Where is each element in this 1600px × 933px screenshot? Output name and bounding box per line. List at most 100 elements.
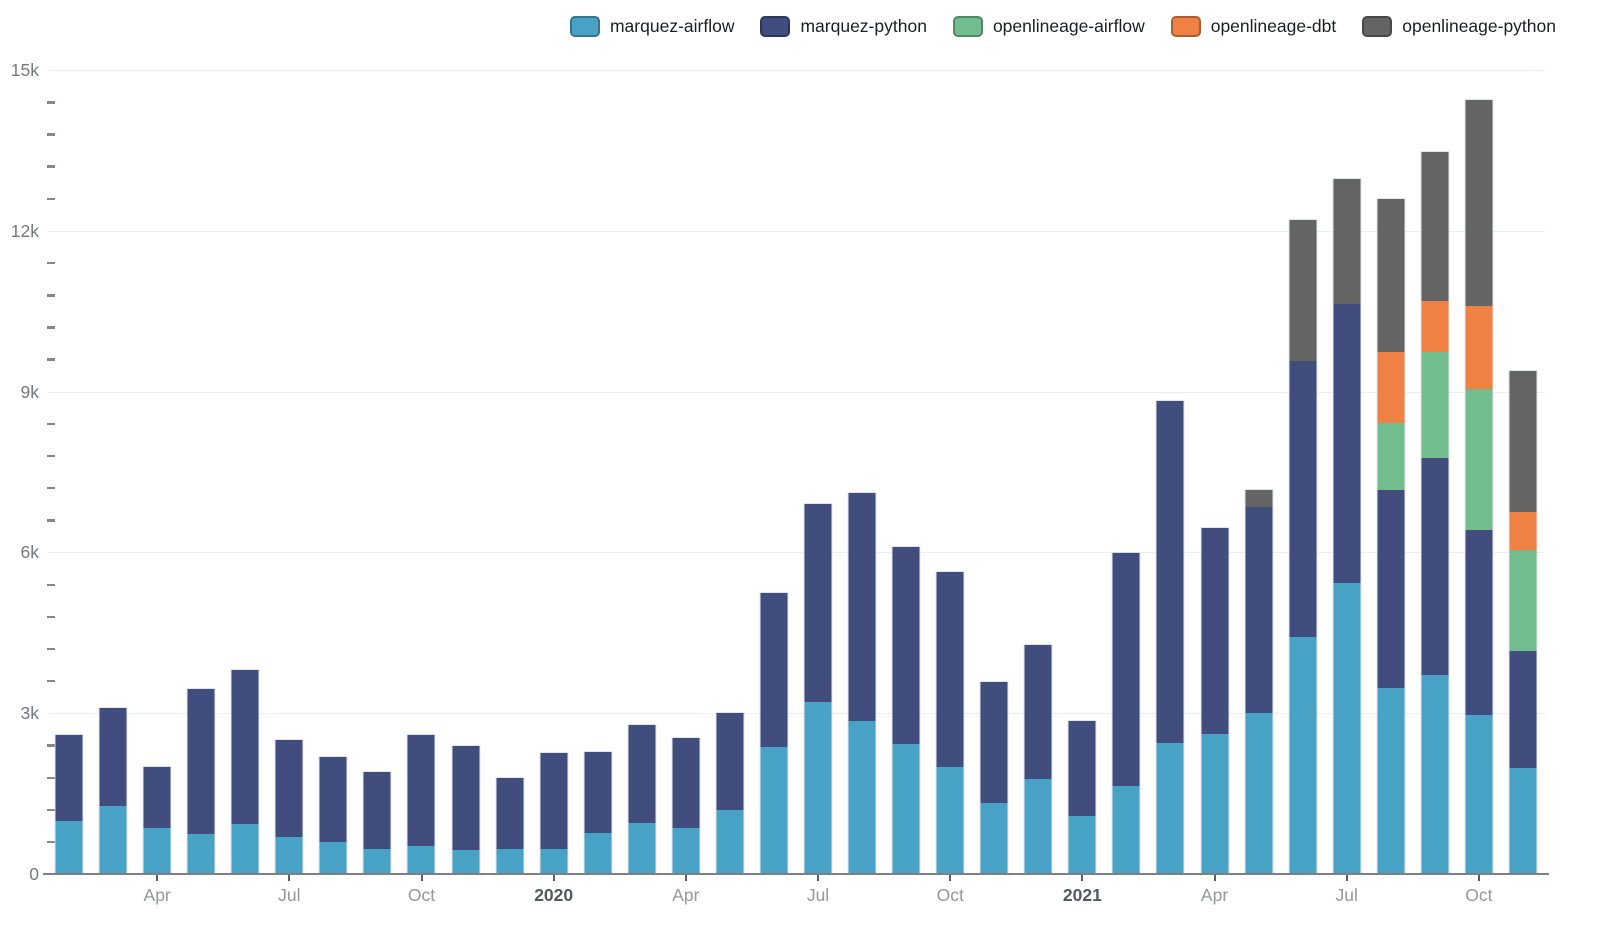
segment-openlineage-dbt[interactable]: [1377, 352, 1405, 424]
bar-dec-2020[interactable]: [1024, 645, 1052, 874]
bar-may-2020[interactable]: [716, 713, 744, 874]
segment-marquez-python[interactable]: [231, 670, 259, 825]
segment-marquez-python[interactable]: [980, 681, 1008, 803]
segment-marquez-airflow[interactable]: [407, 846, 435, 874]
segment-marquez-python[interactable]: [55, 735, 83, 821]
segment-marquez-python[interactable]: [1377, 490, 1405, 689]
segment-openlineage-python[interactable]: [1245, 489, 1273, 508]
bar-apr-2019[interactable]: [143, 767, 171, 874]
segment-openlineage-dbt[interactable]: [1465, 305, 1493, 390]
bar-aug-2019[interactable]: [319, 757, 347, 874]
segment-marquez-python[interactable]: [1112, 552, 1140, 787]
segment-marquez-python[interactable]: [936, 571, 964, 767]
segment-marquez-airflow[interactable]: [1509, 768, 1537, 874]
bar-mar-2019[interactable]: [99, 707, 127, 874]
segment-openlineage-dbt[interactable]: [1421, 301, 1449, 352]
segment-marquez-airflow[interactable]: [1068, 815, 1096, 874]
segment-marquez-airflow[interactable]: [496, 848, 524, 874]
segment-marquez-python[interactable]: [760, 592, 788, 747]
segment-marquez-airflow[interactable]: [1333, 583, 1361, 874]
bar-jul-2020[interactable]: [804, 504, 832, 874]
bar-sep-2020[interactable]: [892, 547, 920, 874]
segment-marquez-airflow[interactable]: [187, 833, 215, 874]
legend-item-marquez-airflow[interactable]: marquez-airflow: [569, 15, 734, 37]
segment-marquez-python[interactable]: [1421, 457, 1449, 676]
segment-marquez-python[interactable]: [584, 751, 612, 833]
bar-jun-2021[interactable]: [1289, 220, 1317, 874]
bar-sep-2021[interactable]: [1421, 152, 1449, 874]
segment-openlineage-airflow[interactable]: [1377, 423, 1405, 491]
segment-openlineage-airflow[interactable]: [1509, 550, 1537, 652]
segment-openlineage-airflow[interactable]: [1421, 351, 1449, 458]
segment-openlineage-airflow[interactable]: [1465, 389, 1493, 530]
bar-jun-2020[interactable]: [760, 592, 788, 874]
segment-marquez-python[interactable]: [1156, 400, 1184, 744]
segment-openlineage-python[interactable]: [1333, 178, 1361, 305]
bar-jan-2021[interactable]: [1068, 720, 1096, 874]
bar-feb-2021[interactable]: [1112, 552, 1140, 874]
bar-feb-2020[interactable]: [584, 751, 612, 874]
segment-marquez-airflow[interactable]: [1024, 779, 1052, 874]
bar-mar-2020[interactable]: [628, 725, 656, 874]
segment-marquez-python[interactable]: [628, 725, 656, 824]
segment-marquez-airflow[interactable]: [99, 806, 127, 874]
segment-marquez-python[interactable]: [363, 772, 391, 850]
bar-aug-2020[interactable]: [848, 493, 876, 874]
segment-marquez-python[interactable]: [99, 707, 127, 807]
segment-marquez-airflow[interactable]: [1201, 734, 1229, 874]
segment-marquez-python[interactable]: [143, 767, 171, 828]
segment-marquez-airflow[interactable]: [628, 823, 656, 874]
bar-mar-2021[interactable]: [1156, 400, 1184, 874]
segment-marquez-airflow[interactable]: [980, 802, 1008, 874]
segment-marquez-airflow[interactable]: [1112, 786, 1140, 874]
segment-marquez-python[interactable]: [1068, 720, 1096, 816]
segment-marquez-airflow[interactable]: [804, 701, 832, 874]
segment-marquez-python[interactable]: [275, 740, 303, 837]
segment-marquez-python[interactable]: [187, 688, 215, 834]
bar-sep-2019[interactable]: [363, 772, 391, 874]
bar-oct-2020[interactable]: [936, 571, 964, 874]
segment-marquez-python[interactable]: [1509, 651, 1537, 769]
legend-item-marquez-python[interactable]: marquez-python: [760, 15, 927, 37]
segment-marquez-python[interactable]: [804, 504, 832, 702]
bar-jan-2020[interactable]: [540, 752, 568, 874]
segment-openlineage-python[interactable]: [1509, 371, 1537, 513]
segment-marquez-python[interactable]: [1024, 645, 1052, 780]
bar-oct-2019[interactable]: [407, 734, 435, 874]
segment-marquez-airflow[interactable]: [231, 824, 259, 874]
segment-marquez-airflow[interactable]: [716, 810, 744, 874]
segment-marquez-python[interactable]: [1289, 360, 1317, 637]
segment-openlineage-python[interactable]: [1289, 220, 1317, 361]
legend-item-openlineage-airflow[interactable]: openlineage-airflow: [952, 15, 1145, 37]
bar-dec-2019[interactable]: [496, 777, 524, 874]
segment-marquez-airflow[interactable]: [760, 746, 788, 874]
segment-marquez-python[interactable]: [1201, 527, 1229, 735]
segment-marquez-python[interactable]: [407, 734, 435, 847]
segment-marquez-airflow[interactable]: [672, 827, 700, 874]
segment-marquez-airflow[interactable]: [1465, 715, 1493, 874]
segment-marquez-python[interactable]: [496, 777, 524, 849]
bar-jul-2019[interactable]: [275, 740, 303, 874]
segment-marquez-airflow[interactable]: [1377, 688, 1405, 874]
segment-marquez-python[interactable]: [1245, 507, 1273, 714]
bar-apr-2020[interactable]: [672, 737, 700, 874]
segment-marquez-airflow[interactable]: [1156, 743, 1184, 874]
segment-openlineage-python[interactable]: [1421, 152, 1449, 302]
bar-nov-2019[interactable]: [452, 746, 480, 874]
segment-marquez-python[interactable]: [1465, 529, 1493, 716]
bar-oct-2021[interactable]: [1465, 99, 1493, 874]
bar-may-2021[interactable]: [1245, 489, 1273, 874]
segment-marquez-airflow[interactable]: [1289, 636, 1317, 874]
bar-nov-2021[interactable]: [1509, 371, 1537, 874]
segment-marquez-python[interactable]: [540, 752, 568, 850]
legend-item-openlineage-dbt[interactable]: openlineage-dbt: [1170, 15, 1336, 37]
bar-aug-2021[interactable]: [1377, 198, 1405, 874]
segment-marquez-airflow[interactable]: [319, 842, 347, 874]
segment-openlineage-python[interactable]: [1377, 198, 1405, 353]
bar-jul-2021[interactable]: [1333, 178, 1361, 874]
segment-marquez-python[interactable]: [892, 547, 920, 745]
segment-marquez-python[interactable]: [452, 746, 480, 851]
segment-marquez-python[interactable]: [848, 493, 876, 721]
segment-marquez-python[interactable]: [1333, 304, 1361, 584]
segment-marquez-airflow[interactable]: [1245, 713, 1273, 874]
